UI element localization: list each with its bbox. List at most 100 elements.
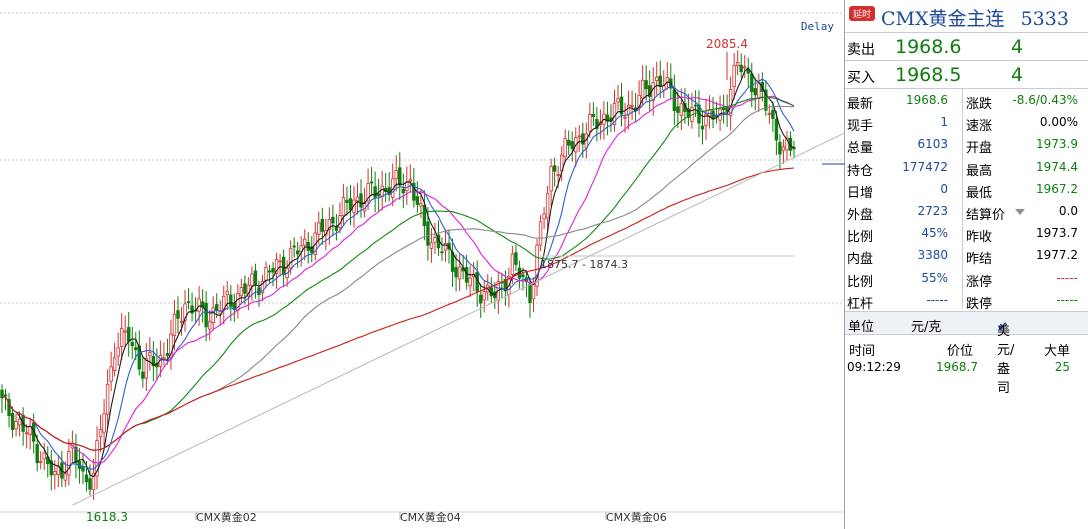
kline-svg: CMX黄金02 CMX黄金04 CMX黄金06 2085.4 1618.3 1875.7 …: [0, 12, 845, 524]
stat-value: -----: [1056, 270, 1078, 285]
candle-body: [366, 183, 370, 202]
candle-body: [260, 281, 265, 293]
stat-value: 1977.2: [1036, 248, 1078, 263]
candle-body: [373, 186, 377, 198]
candle-body: [162, 356, 166, 360]
stat-label: 外盘: [847, 207, 874, 223]
sell-price: 1968.6: [895, 36, 962, 58]
ticks-header-price: 价位: [947, 344, 974, 359]
candle-body: [35, 444, 39, 464]
stat-value: 1974.4: [1036, 159, 1078, 174]
candle-body: [464, 267, 469, 283]
candle-body: [781, 146, 786, 151]
unit-row: 单位 元/克 ✔ 美元/盎司: [845, 311, 1088, 396]
stat-value: 1973.7: [1036, 226, 1078, 241]
stats-row: 内盘 3380 昨结 1977.2: [845, 244, 1088, 268]
candle-body: [732, 65, 736, 87]
tick-time: 09:12:29: [847, 360, 901, 374]
candle-body: [165, 353, 170, 356]
candle-body: [176, 310, 180, 319]
range-annotation: 1875.7 - 1874.3: [540, 258, 628, 271]
stat-label: 总量: [847, 141, 874, 157]
candle-body: [211, 307, 215, 323]
candle-body: [24, 432, 29, 435]
ma-line-ma10: [8, 78, 795, 470]
candle-body: [764, 89, 768, 111]
candle-body: [17, 418, 22, 426]
ma-line-ma40: [36, 96, 795, 451]
candle-body: [116, 347, 120, 357]
unit-value: 元/克: [911, 320, 942, 335]
candle-body: [616, 98, 620, 103]
buy-price: 1968.5: [895, 64, 962, 86]
candle-body: [591, 113, 596, 118]
candle-body: [605, 114, 610, 122]
sell-row[interactable]: 卖出 1968.6 4: [845, 33, 1088, 61]
candle-body: [746, 68, 750, 74]
candle-body: [686, 108, 691, 118]
candle-body: [369, 181, 374, 184]
candle-body: [735, 62, 740, 67]
stats-row: 最新 1968.6 涨跌 -8.6/0.43%: [845, 89, 1088, 112]
candle-body: [306, 242, 310, 251]
candle-body: [415, 196, 420, 205]
ma-line-ma20: [19, 95, 795, 464]
instrument-code: 5333: [1020, 8, 1069, 30]
candle-body: [144, 358, 149, 379]
candle-body: [588, 113, 592, 132]
candle-body: [3, 394, 8, 397]
candle-body: [239, 287, 244, 297]
candle-body: [317, 222, 321, 235]
candle-body: [197, 298, 201, 312]
candle-body: [408, 179, 413, 182]
candle-body: [264, 266, 268, 281]
buy-row[interactable]: 买入 1968.5 4: [845, 61, 1088, 89]
candle-body: [151, 356, 156, 367]
candle-body: [419, 203, 423, 207]
candle-body: [10, 412, 15, 431]
stat-label: 比例: [847, 230, 874, 246]
stat-label: 杠杆: [847, 296, 874, 312]
stats-divider: [962, 89, 963, 309]
candle-body: [250, 273, 254, 286]
candle-body: [750, 73, 754, 93]
candle-body: [0, 389, 4, 399]
delay-badge: 延时: [849, 6, 876, 21]
candle-body: [95, 440, 99, 477]
candle-body: [53, 471, 57, 476]
candle-body: [700, 125, 705, 130]
candle-body: [405, 181, 409, 192]
candle-body: [137, 345, 141, 370]
ma-line-ma5: [5, 67, 795, 478]
candle-body: [74, 446, 78, 464]
stat-label: 昨结: [966, 252, 993, 268]
kline-chart[interactable]: CMX黄金02 CMX黄金04 CMX黄金06 2085.4 1618.3 1875.7 …: [0, 0, 845, 529]
candle-body: [274, 259, 279, 274]
stat-value: 177472: [902, 159, 948, 174]
stat-value: 1967.2: [1036, 181, 1078, 196]
candle-body: [426, 221, 430, 246]
candle-body: [577, 135, 581, 138]
candle-body: [207, 321, 212, 330]
candle-body: [454, 267, 458, 278]
trend-line: [72, 132, 845, 506]
candle-body: [190, 305, 194, 314]
candle-body: [662, 85, 666, 91]
checkmark-icon: ✔: [997, 320, 1008, 335]
candle-body: [626, 104, 631, 115]
stats-row: 比例 45% 昨收 1973.7: [845, 222, 1088, 246]
candle-body: [542, 213, 546, 220]
candle-body: [401, 188, 405, 194]
stat-label: 最高: [966, 163, 993, 179]
candle-body: [331, 216, 335, 224]
candle-body: [292, 245, 296, 248]
x-tick-label: CMX黄金04: [400, 510, 461, 524]
candle-body: [785, 137, 789, 151]
candle-body: [679, 103, 684, 116]
dropdown-arrow-icon[interactable]: [1015, 208, 1025, 215]
candle-body: [109, 366, 113, 382]
candle-body: [204, 302, 208, 328]
stat-value: 3380: [917, 248, 948, 263]
candle-body: [482, 291, 486, 301]
